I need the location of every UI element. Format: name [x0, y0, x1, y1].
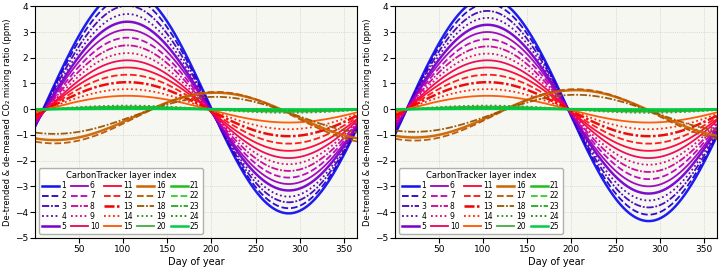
X-axis label: Day of year: Day of year	[168, 257, 225, 267]
Legend: 1, 2, 3, 4, 5, 6, 7, 8, 9, 10, 11, 12, 13, 14, 15, 16, 17, 18, 19, 20, 21, 22, 2: 1, 2, 3, 4, 5, 6, 7, 8, 9, 10, 11, 12, 1…	[400, 168, 562, 234]
X-axis label: Day of year: Day of year	[528, 257, 585, 267]
Y-axis label: De-trended & de-meaned CO₂ mixing ratio (ppm): De-trended & de-meaned CO₂ mixing ratio …	[3, 18, 12, 226]
Y-axis label: De-trended & de-meaned CO₂ mixing ratio (ppm): De-trended & de-meaned CO₂ mixing ratio …	[363, 18, 372, 226]
Legend: 1, 2, 3, 4, 5, 6, 7, 8, 9, 10, 11, 12, 13, 14, 15, 16, 17, 18, 19, 20, 21, 22, 2: 1, 2, 3, 4, 5, 6, 7, 8, 9, 10, 11, 12, 1…	[40, 168, 202, 234]
